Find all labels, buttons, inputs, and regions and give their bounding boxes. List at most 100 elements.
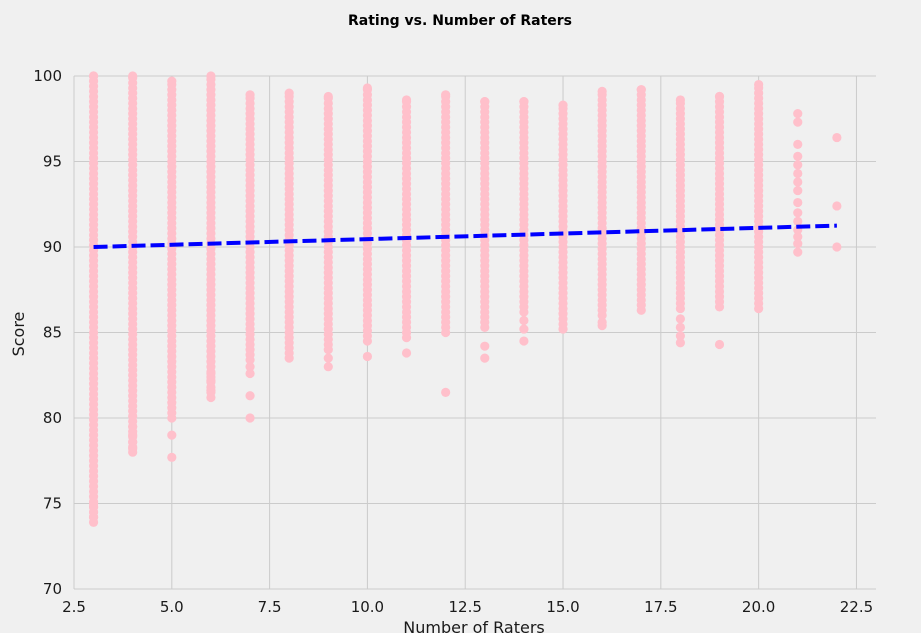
point-column (597, 86, 607, 331)
scatter-point (441, 387, 451, 397)
scatter-point (793, 109, 803, 119)
point-column (88, 71, 99, 527)
scatter-point (793, 208, 803, 218)
scatter-point (245, 90, 255, 100)
point-column (519, 97, 529, 346)
scatter-point (206, 71, 216, 81)
scatter-point (167, 430, 177, 440)
scatter-point (793, 232, 803, 242)
scatter-point (793, 185, 803, 196)
point-column (128, 71, 138, 457)
scatter-point (128, 421, 138, 432)
scatter-point (128, 430, 138, 440)
scatter-point (206, 368, 216, 379)
scatter-point (206, 375, 216, 385)
scatter-point (519, 97, 529, 107)
x-tick-label: 2.5 (62, 598, 86, 616)
x-tick-label: 12.5 (449, 598, 482, 616)
scatter-point (832, 132, 842, 143)
scatter-point (597, 86, 607, 96)
scatter-point (519, 336, 529, 346)
scatter-point (714, 91, 725, 102)
scatter-point (167, 452, 177, 462)
scatter-point (832, 242, 842, 252)
scatter-point (480, 353, 490, 363)
scatter-point (714, 339, 725, 350)
point-column (754, 79, 764, 314)
x-tick-label: 15.0 (546, 598, 579, 616)
y-tick-label: 75 (43, 495, 62, 513)
point-column (362, 83, 373, 362)
y-axis-label: Score (9, 312, 28, 357)
trend-line-group (93, 223, 837, 249)
scatter-point (519, 315, 529, 326)
scatter-point (284, 88, 294, 98)
scatter-point (597, 317, 607, 327)
scatter-point (519, 324, 529, 334)
scatter-point (128, 437, 138, 447)
scatter-point (245, 391, 255, 401)
point-column (323, 91, 333, 372)
scatter-point (206, 386, 216, 396)
scatter-point (401, 348, 412, 358)
scatter-point (675, 95, 685, 105)
x-tick-label: 10.0 (351, 598, 384, 616)
scatter-point (128, 444, 138, 454)
y-tick-label: 90 (43, 238, 62, 256)
trend-line (93, 223, 837, 249)
point-column (167, 76, 177, 462)
scatter-point (167, 76, 177, 86)
scatter-point (793, 238, 803, 249)
point-column (832, 132, 842, 252)
scatter-point (675, 338, 685, 348)
scatter-point (558, 100, 568, 110)
point-column (441, 90, 451, 397)
scatter-point (793, 247, 803, 257)
x-tick-label: 5.0 (160, 598, 184, 616)
scatter-point (88, 71, 99, 81)
scatter-point (793, 139, 803, 149)
y-tick-label: 100 (33, 67, 62, 85)
scatter-point (754, 79, 764, 90)
tick-labels: 2.5 5.0 7.5 10.0 12.5 15.0 17.5 20.0 22.5 70 75 80 8… (33, 67, 873, 616)
x-tick-label: 17.5 (644, 598, 677, 616)
point-column (675, 95, 685, 348)
scatter-point (245, 413, 255, 423)
scatter-point (793, 160, 803, 170)
scatter-point (441, 90, 451, 100)
y-tick-label: 95 (43, 153, 62, 171)
scatter-point (323, 91, 333, 102)
scatter-point (362, 83, 373, 93)
scatter-point (401, 333, 412, 343)
scatter-point (793, 216, 803, 226)
y-tick-label: 80 (43, 409, 62, 427)
scatter-point (636, 85, 646, 95)
scatter-point (362, 351, 373, 362)
scatter-point (88, 498, 99, 509)
scatter-point (793, 177, 803, 187)
scatter-point (793, 197, 803, 208)
scatter-point (128, 71, 138, 81)
point-column (636, 85, 646, 315)
x-tick-label: 7.5 (258, 598, 282, 616)
scatter-point (793, 117, 803, 127)
y-tick-label: 85 (43, 324, 62, 342)
scatter-point (401, 95, 412, 105)
scatter-point (480, 341, 490, 351)
point-column (714, 91, 725, 350)
point-column (558, 100, 568, 334)
y-tick-label: 70 (43, 580, 62, 598)
scatter-point (245, 362, 255, 372)
scatter-point (793, 168, 803, 179)
x-tick-label: 22.5 (840, 598, 873, 616)
point-column (284, 88, 294, 363)
point-column (401, 95, 412, 358)
x-axis-label: Number of Raters (403, 618, 544, 633)
point-column (793, 109, 803, 257)
x-tick-label: 20.0 (742, 598, 775, 616)
scatter-point (675, 322, 685, 332)
chart-title: Rating vs. Number of Raters (348, 13, 572, 29)
point-column (245, 90, 255, 423)
scatter-point (323, 353, 333, 363)
